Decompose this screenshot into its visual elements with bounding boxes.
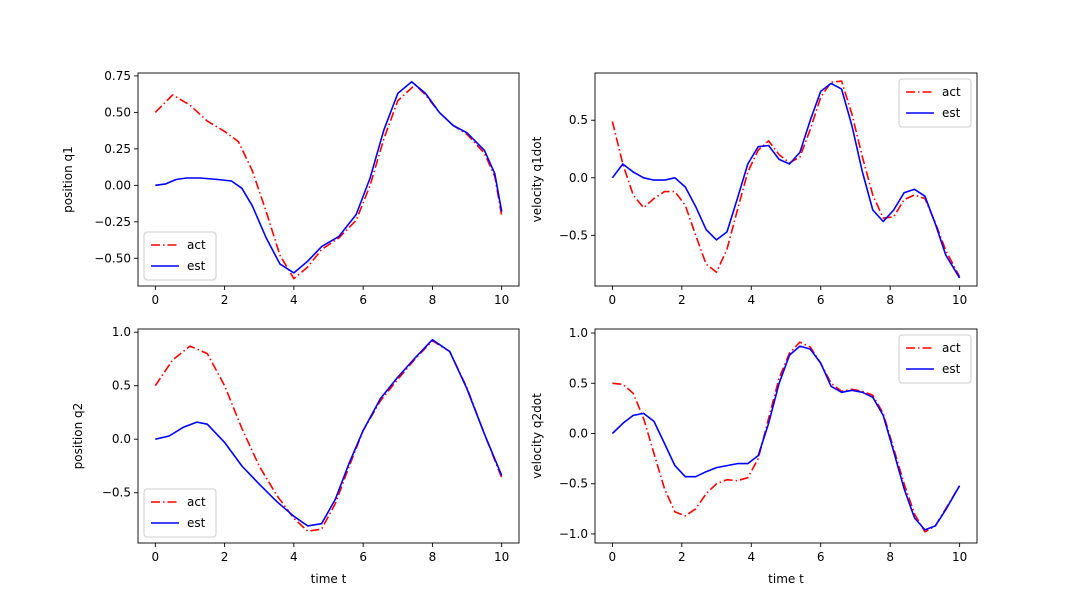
- subplot-grid: 0 2 4 6 8 10−0.50−0.250.000.250.500.75positio…: [61, 69, 978, 586]
- x-tick-label: 0: [151, 550, 159, 564]
- axes-frame: [594, 72, 978, 287]
- series-line-act: [612, 341, 961, 533]
- x-axis-label: time t: [311, 572, 347, 586]
- x-tick-label: 8: [429, 550, 437, 564]
- y-tick-label: −1.0: [559, 527, 588, 541]
- x-tick-label: 8: [886, 550, 894, 564]
- series-line-est: [611, 345, 961, 531]
- x-tick-label: 10: [494, 550, 509, 564]
- x-tick-label: 4: [747, 293, 755, 307]
- y-tick-label: 1.0: [569, 326, 588, 340]
- legend: act est: [898, 334, 972, 384]
- y-tick-label: 0.5: [569, 113, 588, 127]
- x-tick-label: 0: [151, 293, 159, 307]
- y-tick-label: 0.00: [104, 178, 131, 192]
- y-tick-label: 0.75: [104, 69, 131, 83]
- series-line-act: [154, 340, 503, 532]
- x-tick-label: 10: [952, 293, 967, 307]
- y-tick-label: 0.5: [112, 379, 131, 393]
- y-tick-label: −0.5: [559, 477, 588, 491]
- y-tick-label: −0.5: [102, 486, 131, 500]
- y-tick-label: 0.25: [104, 142, 131, 156]
- x-tick-label: 2: [678, 550, 686, 564]
- x-tick-label: 0: [609, 293, 617, 307]
- legend-label-est: est: [187, 516, 206, 530]
- y-tick-label: −0.50: [94, 251, 131, 265]
- x-tick-label: 2: [678, 293, 686, 307]
- subplot-2: 0 2 4 6 8 10 −0.5 0.0 0.5 velocity q1dot act est: [530, 72, 978, 307]
- series-line-est: [155, 81, 503, 274]
- x-tick-label: 10: [494, 293, 509, 307]
- legend-box: [143, 231, 217, 281]
- axes-frame: [137, 72, 520, 287]
- x-axis-label: time t: [768, 572, 804, 586]
- x-tick-label: 10: [952, 550, 967, 564]
- axes-frame: [137, 328, 520, 544]
- legend-label-act: act: [942, 85, 961, 99]
- y-tick-label: 0.0: [569, 426, 588, 440]
- x-tick-label: 2: [221, 293, 229, 307]
- legend-label-est: est: [942, 362, 961, 376]
- x-tick-label: 4: [747, 550, 755, 564]
- y-axis-label: position q2: [71, 403, 85, 470]
- x-tick-label: 2: [221, 550, 229, 564]
- y-tick-label: 1.0: [112, 325, 131, 339]
- x-tick-label: 6: [817, 550, 825, 564]
- x-tick-label: 6: [359, 293, 367, 307]
- legend-label-act: act: [187, 495, 206, 509]
- y-tick-label: 0.50: [104, 105, 131, 119]
- legend: act est: [143, 231, 217, 281]
- x-tick-label: 6: [359, 550, 367, 564]
- y-axis-label: velocity q2dot: [530, 393, 544, 479]
- y-tick-label: 0.0: [112, 432, 131, 446]
- x-tick-label: 4: [290, 293, 298, 307]
- x-tick-label: 6: [817, 293, 825, 307]
- x-tick-label: 4: [290, 550, 298, 564]
- y-axis-label: velocity q1dot: [530, 136, 544, 222]
- legend-box: [898, 78, 972, 128]
- legend: act est: [898, 78, 972, 128]
- series-line-act: [611, 80, 961, 278]
- subplot-4: 0 2 4 6 8 10 −1.0 −0.5 0.0 0.5 1.0 velocity q2dot ti…: [530, 326, 978, 586]
- legend-label-est: est: [187, 259, 206, 273]
- y-tick-label: −0.5: [559, 228, 588, 242]
- legend-label-act: act: [187, 238, 206, 252]
- x-tick-label: 8: [886, 293, 894, 307]
- y-tick-label: 0.0: [569, 171, 588, 185]
- series-line-est: [155, 338, 503, 527]
- y-tick-label: 0.5: [569, 376, 588, 390]
- subplot-1: 0 2 4 6 8 10 −0.50 −0.25 0.00 0.25 0.50 0.75 positio…: [61, 69, 520, 307]
- legend-label-act: act: [942, 341, 961, 355]
- series-line-est: [611, 82, 961, 279]
- subplot-3: 0 2 4 6 8 10 −0.5 0.0 0.5 1.0 position q2 time t act…: [71, 325, 520, 586]
- legend-box: [898, 334, 972, 384]
- legend-box: [143, 488, 217, 538]
- x-tick-label: 0: [609, 550, 617, 564]
- legend: act est: [143, 488, 217, 538]
- x-tick-label: 8: [429, 293, 437, 307]
- y-axis-label: position q1: [61, 146, 75, 213]
- legend-label-est: est: [942, 106, 961, 120]
- axes-frame: [594, 328, 978, 544]
- y-tick-label: −0.25: [94, 215, 131, 229]
